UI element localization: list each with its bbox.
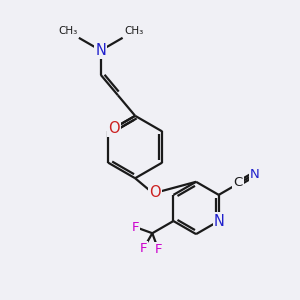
Text: F: F [132, 220, 139, 234]
Text: F: F [140, 242, 147, 255]
Text: N: N [95, 43, 106, 58]
Text: N: N [214, 214, 225, 229]
Text: CH₃: CH₃ [124, 26, 143, 36]
Text: O: O [108, 121, 120, 136]
Text: F: F [155, 244, 162, 256]
Text: CH₃: CH₃ [58, 26, 77, 36]
Text: C: C [233, 176, 242, 190]
Text: O: O [149, 185, 161, 200]
Text: N: N [250, 168, 259, 181]
